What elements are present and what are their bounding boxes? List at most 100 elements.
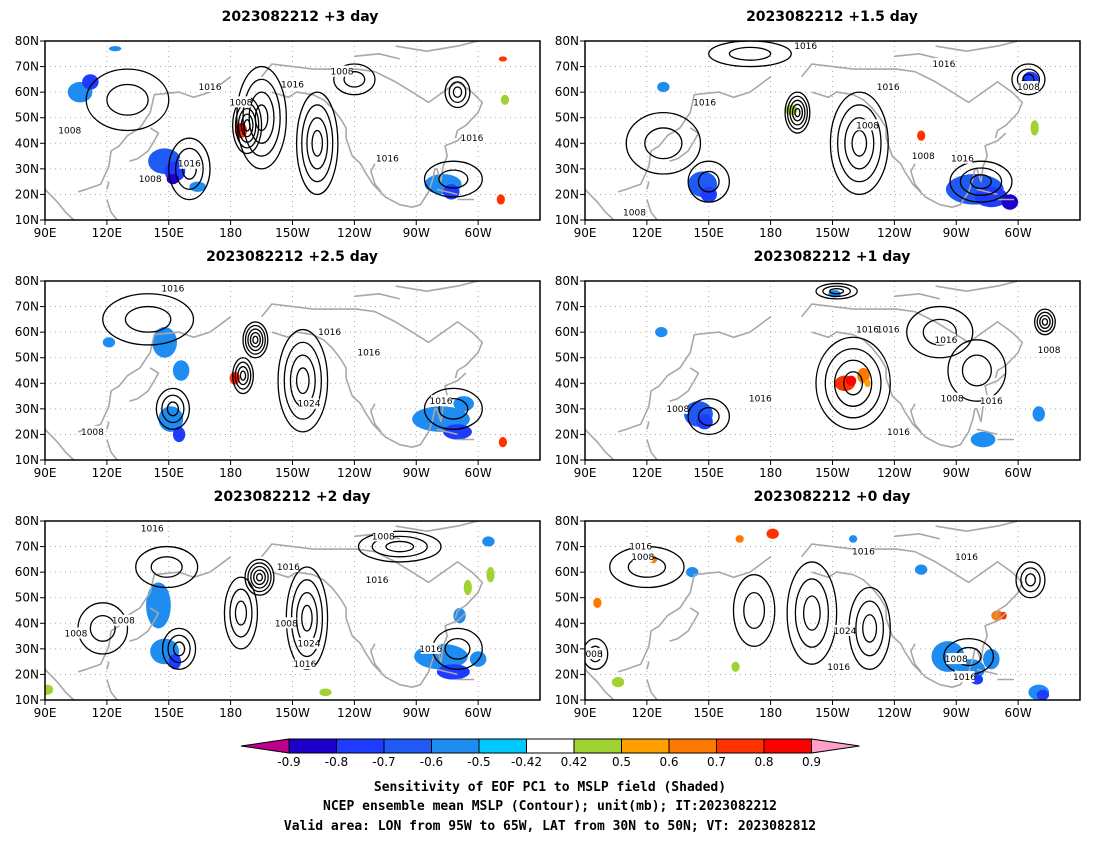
mslp-isobar — [248, 91, 275, 144]
figure-caption: Sensitivity of EOF PC1 to MSLP field (Sh… — [284, 780, 816, 834]
mslp-isobar — [85, 68, 170, 132]
lat-tick-label: 80N — [15, 34, 39, 48]
lat-tick-label: 40N — [15, 616, 39, 630]
map-panel-plus-2-day: 2023082212 +2 day 1016100810161016100810… — [15, 489, 541, 720]
sensitivity-patch — [498, 56, 507, 62]
lon-tick-label: 150E — [154, 226, 185, 240]
mslp-isobar — [237, 107, 257, 143]
lat-tick-label: 70N — [15, 300, 39, 314]
lon-tick-label: 60W — [1005, 466, 1032, 480]
contour-label: 1016 — [376, 155, 399, 165]
lat-tick-label: 20N — [15, 667, 39, 681]
contour-label-bg — [113, 614, 134, 626]
coastline — [395, 41, 479, 53]
mslp-isobar — [786, 95, 808, 130]
lat-tick-label: 30N — [555, 162, 579, 176]
contour-label-bg — [933, 58, 954, 70]
mslp-isobar — [247, 328, 264, 352]
lat-tick-label: 30N — [15, 162, 39, 176]
mslp-isobar — [306, 117, 329, 170]
contour-label-bg — [299, 397, 319, 409]
panel-title: 2023082212 +3 day — [222, 9, 379, 25]
coastline — [976, 188, 998, 196]
sensitivity-patch — [172, 360, 190, 381]
contour-label-bg — [294, 658, 315, 670]
contour-label-bg — [667, 402, 688, 414]
contour-label: 1016 — [629, 543, 652, 553]
lon-tick-label: 180 — [759, 706, 782, 720]
mslp-isobar — [234, 361, 252, 390]
lat-tick-label: 10N — [15, 213, 39, 227]
lon-tick-label: 150E — [154, 706, 185, 720]
mslp-isobar — [232, 357, 254, 395]
coastline — [811, 91, 1007, 208]
mslp-isobar — [732, 574, 776, 647]
sensitivity-patch — [463, 579, 472, 596]
lon-tick-label: 150W — [275, 466, 310, 480]
contour-label: 1016 — [277, 563, 300, 573]
coastline — [646, 439, 658, 460]
sensitivity-patch — [611, 676, 625, 688]
contour-label: 1016 — [460, 134, 483, 144]
lon-tick-label: 90W — [403, 706, 430, 720]
coastline — [436, 188, 458, 196]
contour-label-bg — [888, 425, 909, 437]
lon-tick-label: 120W — [337, 466, 372, 480]
mslp-isobar — [815, 336, 891, 430]
mslp-isobar — [687, 160, 731, 203]
lon-tick-label: 60W — [465, 706, 492, 720]
mslp-isobar — [223, 576, 259, 650]
mslp-isobar — [234, 600, 248, 626]
contour-label-bg — [276, 617, 297, 629]
lat-tick-label: 10N — [15, 453, 39, 467]
contour-label: 1008 — [945, 655, 968, 665]
lat-tick-label: 40N — [555, 616, 579, 630]
contour-label: 1008 — [275, 619, 298, 629]
contour-label: 1016 — [852, 548, 875, 558]
map-panel-plus-1-5-day: 2023082212 +1.5 day 1016 1016 1016 1016 1008… — [555, 9, 1081, 240]
contour-label: 1016 — [199, 83, 222, 93]
colorbar-segment — [336, 738, 385, 754]
colorbar-level-label: 0.42 — [561, 755, 588, 769]
mslp-isobar — [794, 578, 830, 648]
contour-label: 1016 — [318, 328, 341, 338]
coastline — [45, 428, 75, 460]
map-axes: 90E 120E 150E 180 150W 120W 90W 60W 10N 20N 30N 40N… — [555, 274, 1032, 480]
lon-tick-label: 120W — [877, 706, 912, 720]
mslp-isobar — [1011, 63, 1046, 96]
mslp-isobar — [949, 160, 1013, 203]
sensitivity-patch — [482, 536, 495, 547]
mslp-isobar — [242, 321, 269, 359]
lat-tick-label: 60N — [555, 85, 579, 99]
contour-label-bg — [377, 152, 398, 164]
contour-label-bg — [59, 124, 80, 136]
contour-label-bg — [857, 323, 878, 335]
coastline — [260, 303, 484, 379]
lon-tick-label: 150E — [694, 706, 725, 720]
sensitivity-patch — [1001, 194, 1019, 210]
lon-tick-label: 90E — [574, 706, 597, 720]
colorbar-level-label: -0.5 — [467, 755, 490, 769]
coastline — [669, 367, 700, 402]
contour-label: 1008 — [1017, 83, 1040, 93]
map-axes: 90E 120E 150E 180 150W 120W 90W 60W 10N 20N 30N 40N… — [15, 34, 492, 240]
contour-label-bg — [200, 81, 220, 93]
contour-label-bg — [319, 326, 340, 338]
coastline — [669, 607, 700, 642]
contour-label-bg — [857, 119, 878, 131]
map-panel-plus-0-day: 2023082212 +0 day 1016100810161016102410… — [555, 489, 1081, 720]
panel-title: 2023082212 +2.5 day — [206, 249, 378, 265]
mslp-isobar — [837, 104, 882, 183]
sensitivity-patch — [766, 528, 779, 539]
contour-label: 1008 — [856, 121, 879, 131]
contour-label: 1016 — [749, 395, 772, 405]
mslp-isobar — [644, 127, 683, 160]
contour-label: 1016 — [161, 285, 184, 295]
mslp-isobar — [423, 387, 483, 430]
mslp-isobar — [843, 371, 864, 396]
sensitivity-patch — [102, 337, 116, 348]
contour-label-bg — [140, 173, 161, 185]
lon-tick-label: 90W — [943, 226, 970, 240]
sensitivity-patch — [700, 186, 717, 203]
